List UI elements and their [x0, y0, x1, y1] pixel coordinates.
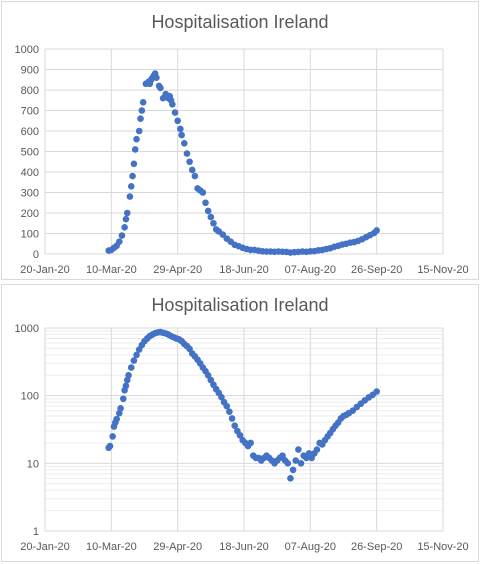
data-point [133, 351, 140, 359]
y-tick-label: 100 [21, 229, 39, 241]
x-tick-label: 10-Mar-20 [86, 541, 137, 553]
x-tick-label: 29-Apr-20 [153, 541, 202, 553]
data-point [236, 431, 244, 439]
data-point [183, 150, 191, 157]
data-point [153, 74, 160, 81]
data-point [122, 382, 130, 390]
x-tick-label: 07-Aug-20 [285, 541, 336, 553]
y-tick-label: 1000 [15, 323, 39, 335]
data-point [186, 158, 193, 166]
y-tick-label: 500 [21, 147, 39, 159]
data-point [137, 115, 144, 122]
data-point [157, 84, 164, 92]
data-point [207, 213, 215, 221]
x-tick-label: 18-Jun-20 [219, 541, 269, 553]
data-point [171, 109, 179, 116]
data-point [226, 408, 233, 415]
data-point [109, 433, 116, 440]
data-point [199, 189, 207, 196]
data-point [313, 446, 321, 453]
data-point [130, 160, 138, 168]
y-tick-label: 1000 [15, 44, 39, 56]
y-tick-label: 400 [21, 167, 39, 179]
data-point [106, 442, 114, 450]
gridlines [44, 48, 444, 255]
data-point [126, 193, 134, 200]
chart-log-panel: Hospitalisation Ireland 1 10 100 1000 20-Jan… [1, 284, 479, 562]
data-point [297, 460, 305, 467]
data-point [219, 231, 227, 238]
data-point [129, 172, 136, 180]
data-point [177, 125, 184, 133]
x-tick-label: 20-Jan-20 [20, 541, 70, 553]
data-point [127, 364, 135, 371]
data-point [139, 99, 147, 106]
x-tick-label: 26-Sep-20 [351, 264, 402, 276]
log-chart-svg: 1 10 100 1000 20-Jan-20 10-Mar-20 29-Apr-20 18-… [15, 323, 469, 553]
x-tick-label: 07-Aug-20 [285, 264, 336, 276]
data-point [178, 131, 185, 139]
data-point [228, 415, 236, 422]
data-point [202, 199, 209, 207]
y-tick-label: 800 [21, 85, 39, 97]
data-point [133, 135, 140, 143]
y-tick-label: 0 [33, 249, 39, 261]
data-point [295, 446, 302, 453]
series-points [105, 328, 380, 482]
data-point [279, 452, 286, 459]
y-tick-label: 600 [21, 126, 39, 138]
data-point [121, 224, 128, 231]
series-points [105, 70, 380, 256]
data-point [130, 357, 138, 364]
y-tick-label: 300 [21, 188, 39, 200]
y-tick-label: 200 [21, 208, 39, 220]
data-point [118, 232, 126, 239]
data-point [231, 422, 239, 429]
data-point [181, 140, 188, 147]
data-point [373, 227, 380, 234]
data-point [119, 395, 127, 403]
x-tick-label: 18-Jun-20 [219, 264, 269, 276]
y-tick-label: 700 [21, 106, 39, 118]
y-tick-label: 100 [21, 391, 39, 403]
x-tick-label: 20-Jan-20 [20, 264, 70, 276]
x-tick-label: 26-Sep-20 [351, 541, 402, 553]
data-point [169, 101, 176, 108]
x-tick-label: 10-Mar-20 [86, 264, 137, 276]
data-point [289, 466, 297, 474]
y-tick-label: 1 [33, 526, 39, 538]
data-point [123, 209, 131, 217]
data-point [131, 146, 139, 153]
y-tick-label: 900 [21, 65, 39, 77]
data-point [210, 219, 217, 227]
x-tick-label: 29-Apr-20 [153, 264, 202, 276]
data-point [188, 166, 196, 174]
data-point [287, 475, 294, 482]
data-point [191, 172, 199, 180]
chart-title: Hospitalisation Ireland [151, 12, 329, 32]
data-point [284, 460, 292, 467]
data-point [113, 415, 120, 423]
data-point [117, 405, 124, 412]
x-tick-label: 15-Nov-20 [417, 264, 468, 276]
data-point [127, 183, 135, 190]
x-tick-label: 15-Nov-20 [417, 541, 468, 553]
data-point [218, 393, 225, 401]
data-point [204, 207, 212, 215]
data-point [292, 457, 300, 464]
data-point [223, 402, 231, 410]
data-point [138, 107, 146, 114]
gridlines [44, 327, 444, 532]
data-point [135, 127, 143, 135]
chart-title: Hospitalisation Ireland [151, 295, 329, 315]
data-point [122, 215, 130, 223]
data-point [247, 439, 254, 447]
linear-chart-svg: 0 100 200 300 400 500 600 700 800 900 1000 20-Jan-2… [15, 44, 469, 276]
data-point [174, 117, 181, 125]
data-point [125, 371, 132, 379]
chart-linear-panel: Hospitalisation Ireland 0 100 200 300 400 500… [1, 1, 479, 280]
data-point [115, 238, 123, 245]
y-tick-label: 10 [27, 458, 39, 470]
data-point [373, 388, 380, 395]
